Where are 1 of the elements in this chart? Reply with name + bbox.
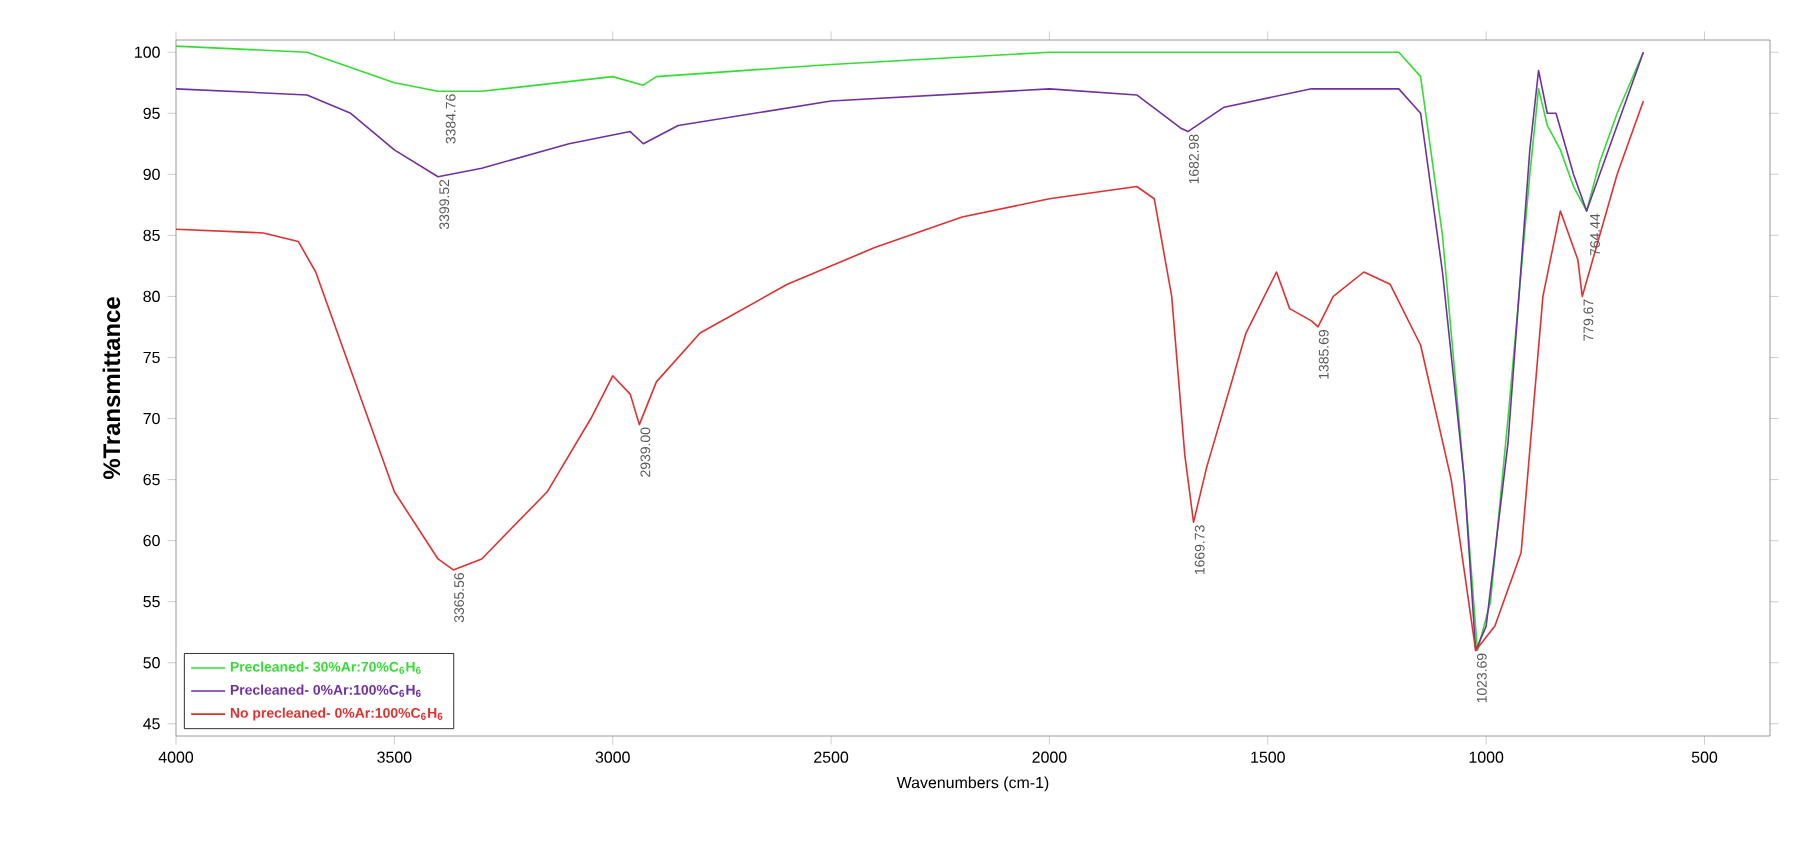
y-axis-title: %Transmittance [102, 297, 121, 480]
